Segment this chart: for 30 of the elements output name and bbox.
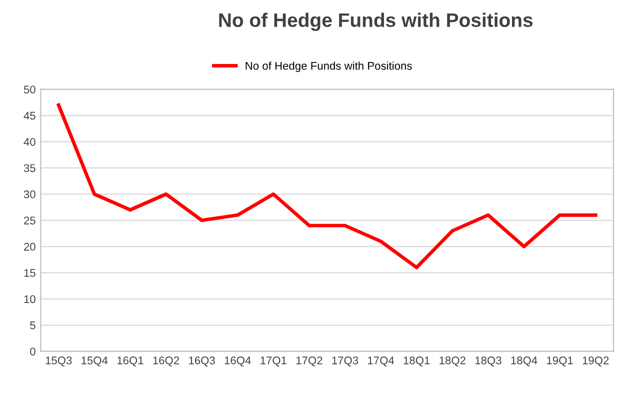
y-tick-label: 35	[24, 164, 36, 172]
y-tick-label: 25	[24, 216, 36, 224]
x-tick-label: 17Q1	[260, 356, 286, 366]
y-tick-label: 15	[24, 269, 36, 277]
chart-title: No of Hedge Funds with Positions	[219, 12, 533, 31]
x-tick-label: 16Q4	[224, 356, 251, 366]
legend-label: No of Hedge Funds with Positions	[246, 62, 412, 72]
x-tick-label: 18Q4	[511, 356, 538, 366]
x-tick-label: 16Q2	[153, 356, 180, 366]
y-tick-label: 30	[24, 190, 36, 198]
x-tick-label: 15Q3	[46, 356, 72, 366]
x-tick-label: 17Q3	[332, 356, 358, 366]
x-tick-label: 18Q2	[440, 356, 466, 366]
line-series	[56, 103, 598, 270]
y-tick-label: 0	[30, 348, 36, 356]
y-tick-label: 50	[24, 86, 36, 94]
x-tick-label: 18Q1	[404, 356, 430, 366]
x-tick-label: 16Q1	[117, 356, 144, 366]
y-tick-label: 5	[30, 322, 36, 330]
y-tick-label: 20	[24, 242, 36, 251]
x-tick-label: 18Q3	[475, 356, 502, 366]
x-tick-label: 15Q4	[82, 356, 108, 366]
y-tick-label: 45	[24, 112, 36, 120]
x-tick-label: 19Q2	[582, 356, 609, 366]
y-tick-label: 10	[24, 295, 36, 304]
x-tick-label: 16Q3	[189, 356, 215, 366]
x-tick-label: 17Q2	[296, 356, 322, 366]
x-tick-label: 19Q1	[547, 356, 573, 366]
y-tick-label: 40	[24, 138, 36, 146]
x-tick-label: 17Q4	[368, 356, 394, 366]
